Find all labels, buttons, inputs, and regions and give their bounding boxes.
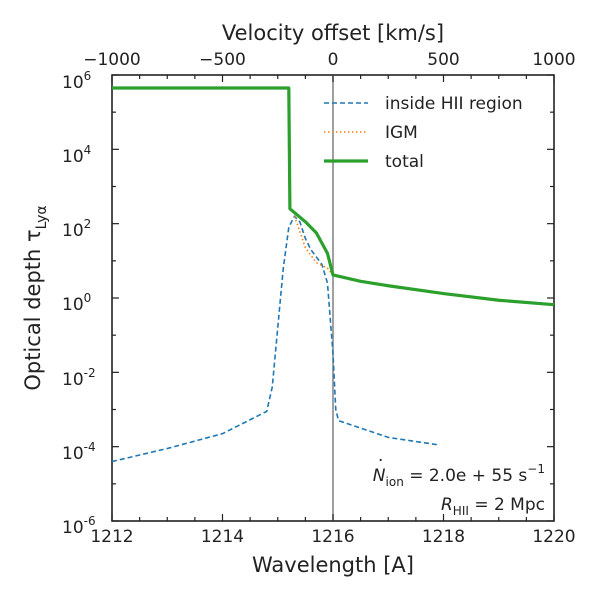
- y-tick-label: 106: [62, 69, 91, 93]
- x-tick-labels: 1212 1214 1216 1218 1220: [90, 527, 575, 547]
- y-tick-labels: 106 104 102 100 10-2 10-4 10-6: [62, 69, 96, 538]
- x-axis-title: Wavelength [A]: [252, 553, 414, 577]
- series-line-2: [112, 86, 555, 307]
- y-tick-label: 10-2: [62, 366, 96, 390]
- x2-tick-labels: −1000 −500 0 500 1000: [83, 50, 575, 70]
- x2-axis-title: Velocity offset [km/s]: [222, 21, 444, 45]
- nion-annotation: Nion = 2.0e + 55 s−1: [373, 462, 545, 489]
- nion-dot: ·: [378, 451, 383, 471]
- x2-tick-label: −1000: [83, 50, 141, 70]
- axis-ticks: [111, 74, 555, 522]
- x2-tick-label: −500: [199, 50, 246, 70]
- x-tick-label: 1220: [532, 527, 575, 547]
- parameter-annotation: Nion = 2.0e + 55 s−1 · RHII = 2 Mpc: [373, 451, 545, 518]
- x2-tick-label: 0: [328, 50, 339, 70]
- series-lines: [111, 86, 555, 463]
- y-tick-label: 10-4: [62, 440, 96, 464]
- x2-tick-label: 1000: [532, 50, 575, 70]
- legend: inside HII region IGM total: [324, 94, 523, 172]
- rhii-annotation: RHII = 2 Mpc: [441, 495, 545, 518]
- y-tick-label: 100: [62, 291, 91, 315]
- y-axis-title: Optical depth τLyα: [21, 205, 50, 390]
- legend-label-igm: IGM: [385, 123, 418, 143]
- series-line-0: [111, 215, 439, 463]
- y-axis-title-main: Optical depth τ: [21, 229, 45, 390]
- y-axis-title-sub: Lyα: [34, 205, 50, 229]
- x-tick-label: 1214: [201, 527, 244, 547]
- x-tick-label: 1218: [422, 527, 465, 547]
- legend-label-total: total: [385, 152, 424, 172]
- x2-tick-label: 500: [427, 50, 459, 70]
- x-tick-label: 1212: [90, 527, 133, 547]
- y-tick-label: 102: [62, 217, 91, 241]
- y-tick-label: 104: [62, 143, 91, 167]
- legend-label-hii: inside HII region: [385, 94, 523, 114]
- x-tick-label: 1216: [311, 527, 354, 547]
